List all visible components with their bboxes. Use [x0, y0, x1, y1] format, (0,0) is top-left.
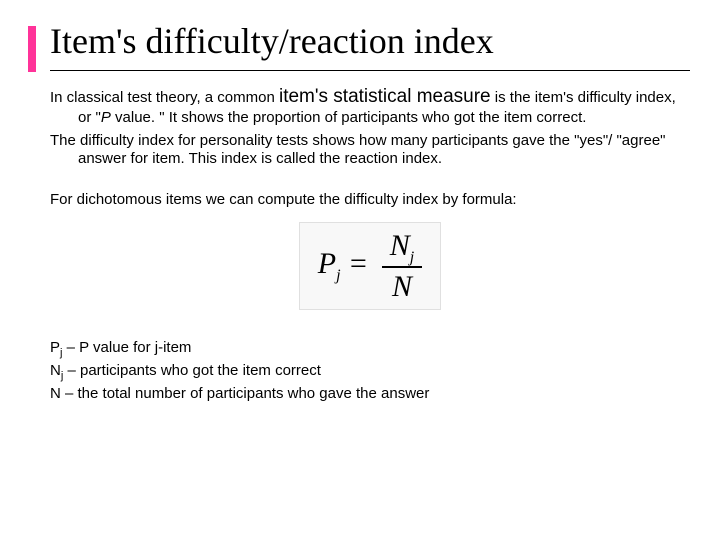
- p1-emphasis: item's statistical measure: [279, 86, 491, 107]
- definitions: Pj – P value for j-item Nj – participant…: [50, 338, 690, 404]
- paragraph-2: The difficulty index for personality tes…: [78, 132, 690, 170]
- paragraph-1: In classical test theory, a common item'…: [78, 85, 690, 128]
- formula-num-sub: j: [410, 249, 414, 266]
- def2-text: – participants who got the item correct: [63, 362, 321, 379]
- def-1: Pj – P value for j-item: [50, 338, 690, 361]
- formula-den-var: N: [382, 268, 422, 303]
- p1-text-e: value. " It shows the proportion of part…: [111, 109, 587, 126]
- p1-italic-p: P: [101, 109, 111, 126]
- p1-text-a: In classical test theory, a common: [50, 89, 279, 106]
- formula-container: Pj = NjN: [50, 222, 690, 311]
- def2-var: N: [50, 362, 61, 379]
- accent-bar: [28, 26, 36, 72]
- body-text: In classical test theory, a common item'…: [50, 85, 690, 210]
- formula-fraction: NjN: [382, 229, 422, 304]
- def-2: Nj – participants who got the item corre…: [50, 361, 690, 384]
- formula: Pj = NjN: [299, 222, 442, 311]
- paragraph-3: For dichotomous items we can compute the…: [78, 191, 690, 210]
- page-title: Item's difficulty/reaction index: [50, 20, 690, 71]
- def-3: N – the total number of participants who…: [50, 384, 690, 404]
- def1-text: – P value for j-item: [62, 339, 191, 356]
- formula-eq: =: [341, 247, 376, 280]
- def1-var: P: [50, 339, 60, 356]
- formula-lhs-var: P: [318, 247, 336, 280]
- formula-num-var: N: [390, 229, 410, 262]
